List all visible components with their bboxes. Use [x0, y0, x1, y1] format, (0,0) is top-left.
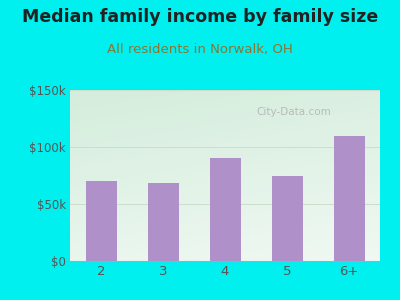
Bar — [210, 158, 240, 261]
Bar — [272, 176, 302, 261]
Bar — [86, 181, 116, 261]
Text: All residents in Norwalk, OH: All residents in Norwalk, OH — [107, 44, 293, 56]
Bar — [148, 184, 178, 261]
Text: Median family income by family size: Median family income by family size — [22, 8, 378, 26]
Bar — [334, 136, 364, 261]
Text: City-Data.com: City-Data.com — [256, 107, 331, 117]
